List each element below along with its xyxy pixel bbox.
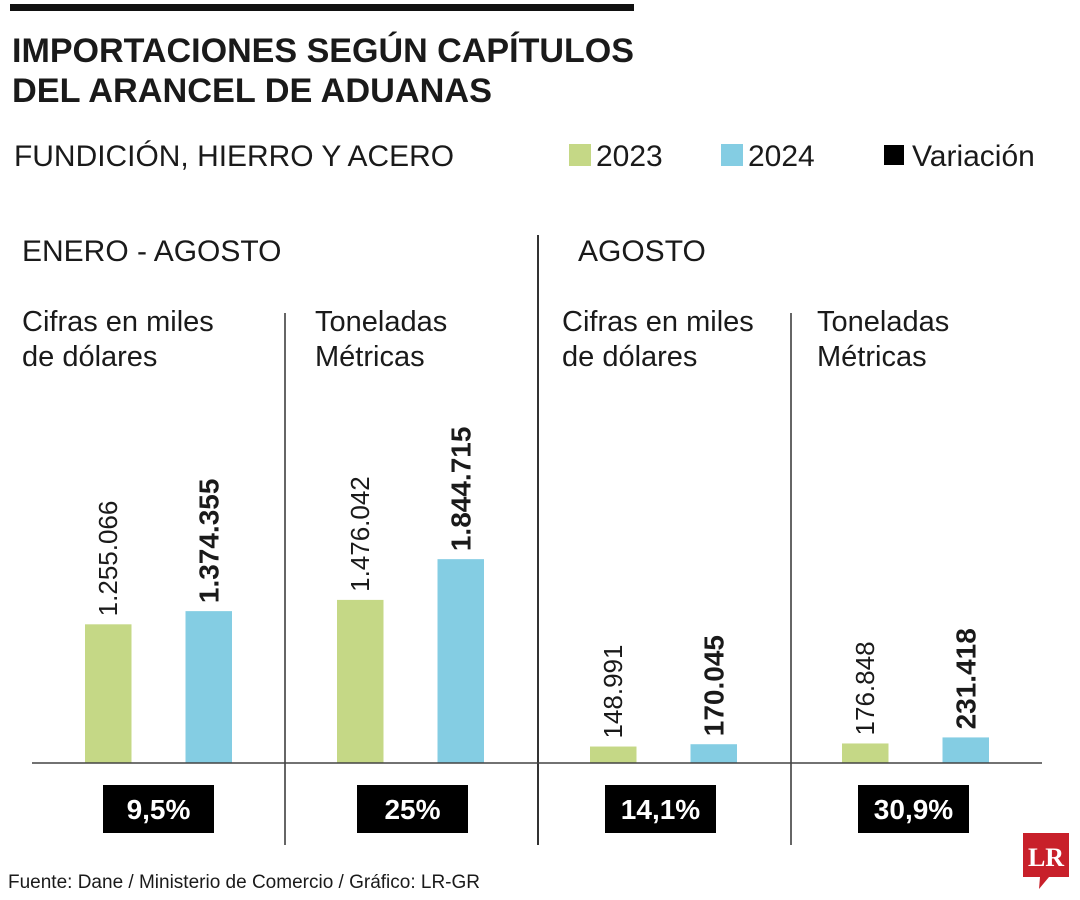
period-label-agosto: AGOSTO xyxy=(578,235,706,268)
unit-label: Métricas xyxy=(315,341,425,373)
period-label-enero-agosto: ENERO - AGOSTO xyxy=(22,235,282,268)
bar-2023 xyxy=(85,624,132,763)
variation-label: 30,9% xyxy=(874,794,953,825)
value-label-2024: 231.418 xyxy=(951,628,982,729)
legend: 2023 2024 Variación xyxy=(569,140,1035,173)
variation-box xyxy=(605,785,716,833)
bar-2024 xyxy=(942,737,989,763)
legend-label-2024: 2024 xyxy=(748,140,815,173)
bar-2024 xyxy=(185,611,232,763)
legend-swatch-variacion xyxy=(884,145,904,165)
unit-label: de dólares xyxy=(562,341,697,373)
variation-box xyxy=(357,785,468,833)
chart-title-line-2: DEL ARANCEL DE ADUANAS xyxy=(12,72,492,110)
variation-label: 14,1% xyxy=(621,794,700,825)
unit-label: Cifras en miles xyxy=(22,306,214,338)
legend-label-variacion: Variación xyxy=(912,140,1035,173)
value-label-2023: 176.848 xyxy=(850,641,880,735)
value-label-2024: 1.374.355 xyxy=(194,479,225,604)
value-label-2024: 1.844.715 xyxy=(446,427,477,552)
value-label-2023: 148.991 xyxy=(598,645,628,739)
bar-2023 xyxy=(842,743,889,763)
chart-subtitle: FUNDICIÓN, HIERRO Y ACERO xyxy=(14,140,454,173)
variation-label: 9,5% xyxy=(127,794,191,825)
legend-swatch-2023 xyxy=(569,144,591,166)
variation-label: 25% xyxy=(384,794,440,825)
value-label-2024: 170.045 xyxy=(699,635,730,736)
variation-box xyxy=(858,785,969,833)
unit-label: de dólares xyxy=(22,341,157,373)
bar-2023 xyxy=(590,746,637,763)
lr-logo: LR xyxy=(1023,833,1069,889)
unit-label: Métricas xyxy=(817,341,927,373)
svg-text:LR: LR xyxy=(1028,843,1064,872)
chart-title-line-1: IMPORTACIONES SEGÚN CAPÍTULOS xyxy=(12,32,634,70)
unit-label: Toneladas xyxy=(315,306,447,338)
unit-label: Cifras en miles xyxy=(562,306,754,338)
bar-2023 xyxy=(337,599,384,763)
value-label-2023: 1.476.042 xyxy=(345,476,375,592)
legend-swatch-2024 xyxy=(721,144,743,166)
variation-box xyxy=(103,785,214,833)
unit-label: Toneladas xyxy=(817,306,949,338)
bar-2024 xyxy=(690,744,737,763)
bar-2024 xyxy=(437,559,484,763)
source-note: Fuente: Dane / Ministerio de Comercio / … xyxy=(8,872,480,893)
legend-label-2023: 2023 xyxy=(596,140,663,173)
value-label-2023: 1.255.066 xyxy=(93,501,123,617)
top-rule xyxy=(10,4,634,11)
